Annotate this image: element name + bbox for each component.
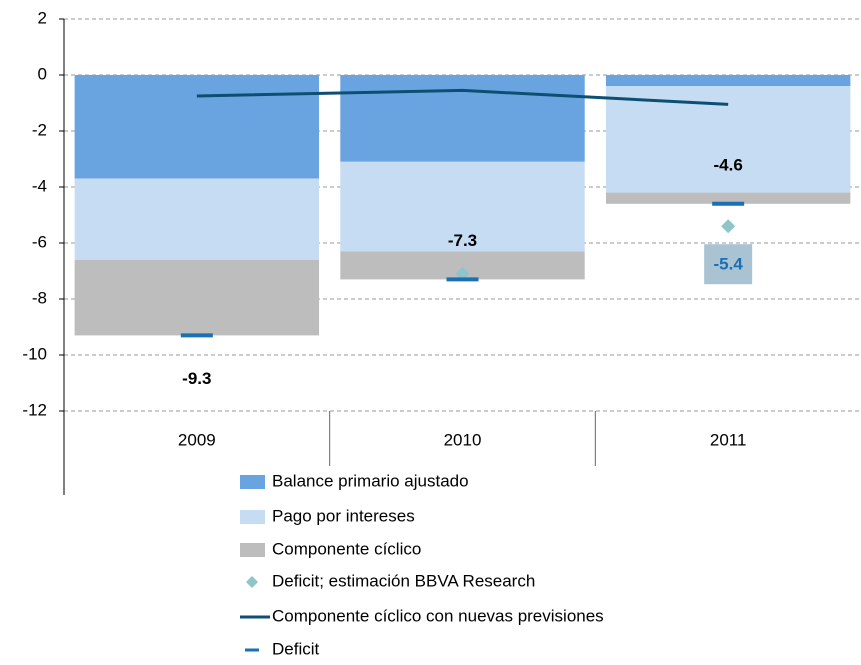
diamond-marker <box>721 219 736 234</box>
line-series <box>196 88 729 106</box>
legend-label: Pago por intereses <box>272 506 415 525</box>
bar-segment <box>340 161 585 252</box>
bar-segment <box>340 75 585 162</box>
y-tick-label: 2 <box>38 8 47 27</box>
legend-swatch <box>240 475 265 489</box>
x-tick-label: 2009 <box>178 430 216 449</box>
legend-label: Deficit; estimación BBVA Research <box>272 571 535 590</box>
y-tick-label: -6 <box>32 232 47 251</box>
y-tick-label: 0 <box>38 64 47 83</box>
legend-label: Balance primario ajustado <box>272 471 469 490</box>
legend-label: Deficit <box>272 639 320 658</box>
bar-segment <box>605 86 851 193</box>
data-label: -7.3 <box>448 231 477 250</box>
legend-swatch <box>246 576 258 588</box>
y-tick-label: -10 <box>22 344 47 363</box>
data-label-box <box>704 244 753 285</box>
y-tick-label: -2 <box>32 120 47 139</box>
bar-segment <box>74 75 320 179</box>
bar-segment <box>74 178 320 260</box>
bar-segment <box>605 192 851 204</box>
x-tick-label: 2010 <box>444 430 482 449</box>
legend-label: Componente cíclico <box>272 539 421 558</box>
y-tick-label: -8 <box>32 288 47 307</box>
diamond-marker <box>455 266 470 281</box>
bar-segment <box>605 75 851 87</box>
y-tick-label: -4 <box>32 176 47 195</box>
data-label: -4.6 <box>714 155 743 174</box>
legend-swatch <box>240 510 265 524</box>
legend-label: Componente cíclico con nuevas previsione… <box>272 606 604 625</box>
legend-swatch <box>240 543 265 557</box>
y-tick-label: -12 <box>22 400 47 419</box>
x-tick-label: 2011 <box>710 430 747 449</box>
data-label: -5.4 <box>714 255 744 274</box>
bar-segment <box>74 259 320 336</box>
data-label: -9.3 <box>182 369 211 388</box>
